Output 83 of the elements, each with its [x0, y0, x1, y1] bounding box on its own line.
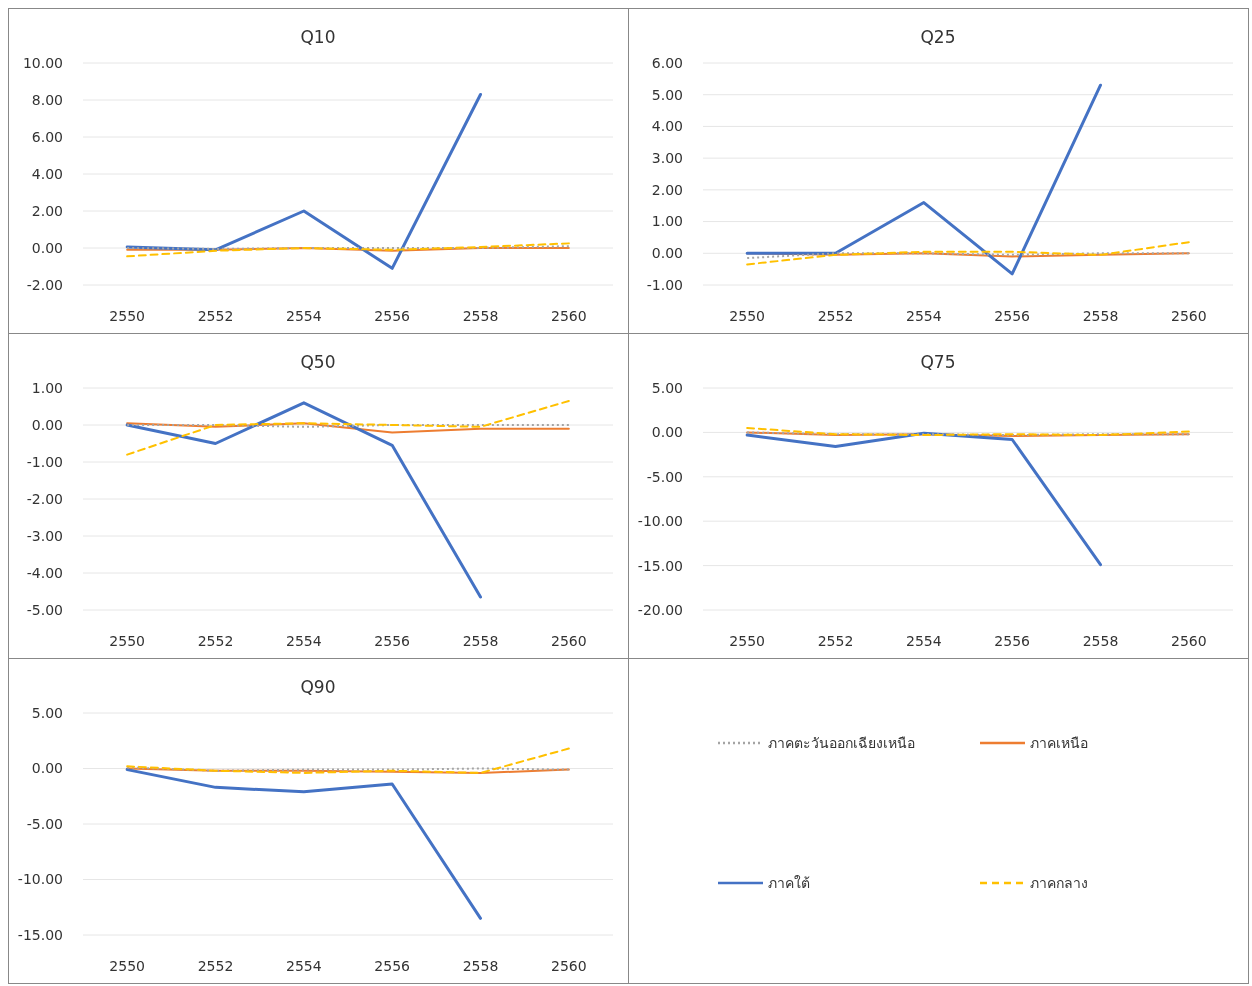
line-series — [745, 83, 1102, 276]
y-tick-label: 0.00 — [31, 239, 63, 256]
x-tick-label: 2558 — [462, 958, 499, 974]
legend-label: ภาคเหนือ — [1030, 735, 1088, 751]
x-tick-label: 2558 — [1082, 308, 1119, 324]
y-tick-label: 5.00 — [651, 379, 683, 396]
y-tick-label: 6.00 — [31, 128, 63, 145]
y-tick-label: -1.00 — [26, 453, 63, 470]
x-tick-label: 2554 — [906, 308, 942, 324]
line-series — [125, 401, 482, 599]
y-tick-label: 5.00 — [651, 86, 683, 103]
y-tick-label: -4.00 — [26, 564, 63, 581]
x-tick-label: 2560 — [1171, 633, 1207, 649]
y-tick-label: -5.00 — [26, 815, 63, 832]
y-tick-label: 1.00 — [651, 213, 683, 230]
x-tick-label: 2556 — [374, 308, 411, 324]
y-tick-label: -3.00 — [26, 527, 63, 544]
x-tick-label: 2558 — [1082, 633, 1119, 649]
y-tick-label: -5.00 — [646, 468, 683, 485]
line-series — [745, 431, 1102, 567]
x-tick-label: 2556 — [994, 633, 1031, 649]
x-tick-label: 2550 — [729, 633, 765, 649]
x-tick-label: 2552 — [817, 308, 854, 324]
y-tick-label: 4.00 — [651, 118, 683, 135]
y-tick-label: 0.00 — [651, 424, 683, 441]
y-tick-label: -10.00 — [637, 513, 683, 530]
y-tick-label: 0.00 — [31, 760, 63, 777]
x-tick-label: 2556 — [374, 958, 411, 974]
y-tick-label: -20.00 — [637, 601, 683, 618]
x-tick-label: 2556 — [994, 308, 1031, 324]
y-tick-label: 4.00 — [31, 165, 63, 182]
y-tick-label: -2.00 — [26, 276, 63, 293]
line-series — [126, 399, 570, 456]
x-tick-label: 2550 — [109, 633, 145, 649]
x-tick-label: 2552 — [817, 633, 854, 649]
chart-title: Q25 — [920, 27, 956, 47]
line-series — [126, 747, 570, 774]
y-tick-label: -1.00 — [646, 276, 683, 293]
x-tick-label: 2552 — [197, 308, 234, 324]
y-tick-label: -15.00 — [17, 926, 63, 943]
x-tick-label: 2560 — [551, 308, 587, 324]
x-tick-label: 2556 — [374, 633, 411, 649]
x-tick-label: 2552 — [197, 958, 234, 974]
y-tick-label: 10.00 — [22, 54, 63, 71]
x-tick-label: 2550 — [729, 308, 765, 324]
x-tick-label: 2550 — [109, 958, 145, 974]
x-tick-label: 2554 — [286, 633, 322, 649]
legend-label: ภาคตะวันออกเฉียงเหนือ — [768, 735, 915, 751]
line-series — [746, 241, 1190, 266]
y-tick-label: 0.00 — [651, 245, 683, 262]
chart-title: Q75 — [920, 352, 956, 372]
y-tick-label: 8.00 — [31, 91, 63, 108]
line-series — [125, 768, 482, 920]
y-tick-label: -2.00 — [26, 490, 63, 507]
line-series — [126, 242, 570, 258]
y-tick-label: 6.00 — [651, 54, 683, 71]
y-tick-label: 0.00 — [31, 416, 63, 433]
x-tick-label: 2558 — [462, 308, 499, 324]
line-series — [746, 426, 1190, 437]
legend-label: ภาคกลาง — [1030, 875, 1088, 891]
y-tick-label: 2.00 — [31, 202, 63, 219]
x-tick-label: 2550 — [109, 308, 145, 324]
x-tick-label: 2552 — [197, 633, 234, 649]
chart-title: Q50 — [300, 352, 336, 372]
y-tick-label: 5.00 — [31, 704, 63, 721]
x-tick-label: 2554 — [286, 958, 322, 974]
legend-label: ภาคใต้ — [768, 875, 810, 891]
y-tick-label: 1.00 — [31, 379, 63, 396]
x-tick-label: 2560 — [1171, 308, 1207, 324]
line-series — [126, 422, 570, 434]
x-tick-label: 2558 — [462, 633, 499, 649]
y-tick-label: -5.00 — [26, 601, 63, 618]
y-tick-label: -15.00 — [637, 557, 683, 574]
x-tick-label: 2554 — [906, 633, 942, 649]
x-tick-label: 2560 — [551, 958, 587, 974]
x-tick-label: 2554 — [286, 308, 322, 324]
y-tick-label: 2.00 — [651, 181, 683, 198]
x-tick-label: 2560 — [551, 633, 587, 649]
y-tick-label: 3.00 — [651, 150, 683, 167]
chart-title: Q10 — [300, 27, 336, 47]
line-series — [125, 92, 482, 270]
chart-title: Q90 — [300, 677, 336, 697]
y-tick-label: -10.00 — [17, 871, 63, 888]
